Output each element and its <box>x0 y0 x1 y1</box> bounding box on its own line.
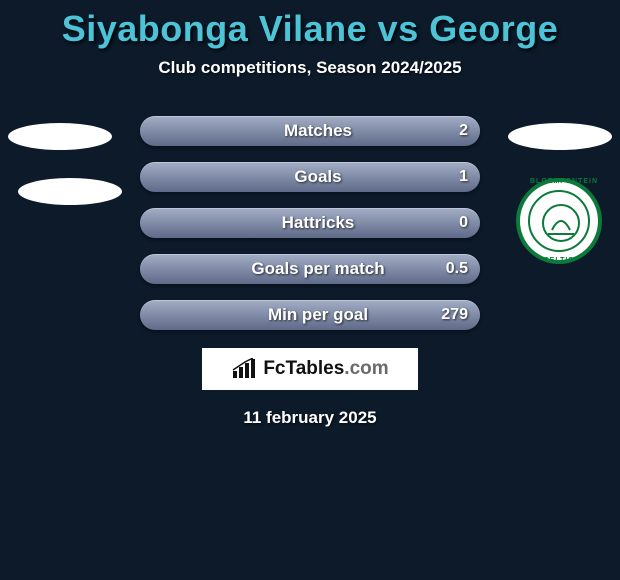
brand-text: FcTables.com <box>263 358 388 380</box>
stat-right-value: 0.5 <box>446 260 468 278</box>
stat-row: Min per goal 279 <box>140 300 480 330</box>
stat-rows: Matches 2 Goals 1 Hattricks 0 Goals per … <box>140 116 480 330</box>
page-title: Siyabonga Vilane vs George <box>0 0 620 50</box>
stat-row: Hattricks 0 <box>140 208 480 238</box>
brand-main: FcTables <box>263 358 344 379</box>
stat-right-value: 1 <box>459 168 468 186</box>
stat-right-value: 279 <box>441 306 468 324</box>
page-subtitle: Club competitions, Season 2024/2025 <box>0 58 620 78</box>
crest-text-top: BLOEMFONTEIN <box>530 178 588 185</box>
player-left-oval-1 <box>8 123 112 150</box>
stat-row: Goals per match 0.5 <box>140 254 480 284</box>
stat-label: Matches <box>284 121 352 141</box>
stat-row: Matches 2 <box>140 116 480 146</box>
crest-icon <box>530 192 592 254</box>
player-left-oval-2 <box>18 178 122 205</box>
stat-row: Goals 1 <box>140 162 480 192</box>
footer-date: 11 february 2025 <box>0 408 620 428</box>
brand-suffix: .com <box>344 358 388 379</box>
stat-label: Goals per match <box>251 259 384 279</box>
stat-right-value: 0 <box>459 214 468 232</box>
stat-right-value: 2 <box>459 122 468 140</box>
stat-label: Hattricks <box>282 213 355 233</box>
crest-text-bottom: CELTIC <box>530 257 588 264</box>
brand-chart-icon <box>231 358 257 380</box>
club-crest-inner: BLOEMFONTEIN CELTIC <box>528 190 590 252</box>
player-right-oval-1 <box>508 123 612 150</box>
club-crest: BLOEMFONTEIN CELTIC <box>516 178 602 264</box>
brand-box: FcTables.com <box>202 348 418 390</box>
stat-label: Min per goal <box>268 305 368 325</box>
stat-label: Goals <box>294 167 341 187</box>
